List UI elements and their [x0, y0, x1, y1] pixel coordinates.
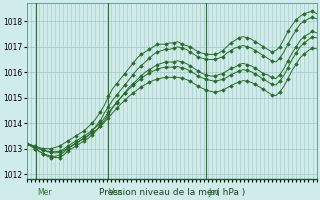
- Text: Mer: Mer: [37, 188, 52, 197]
- X-axis label: Pression niveau de la mer( hPa ): Pression niveau de la mer( hPa ): [99, 188, 245, 197]
- Text: Ven: Ven: [109, 188, 124, 197]
- Text: Jeu: Jeu: [208, 188, 220, 197]
